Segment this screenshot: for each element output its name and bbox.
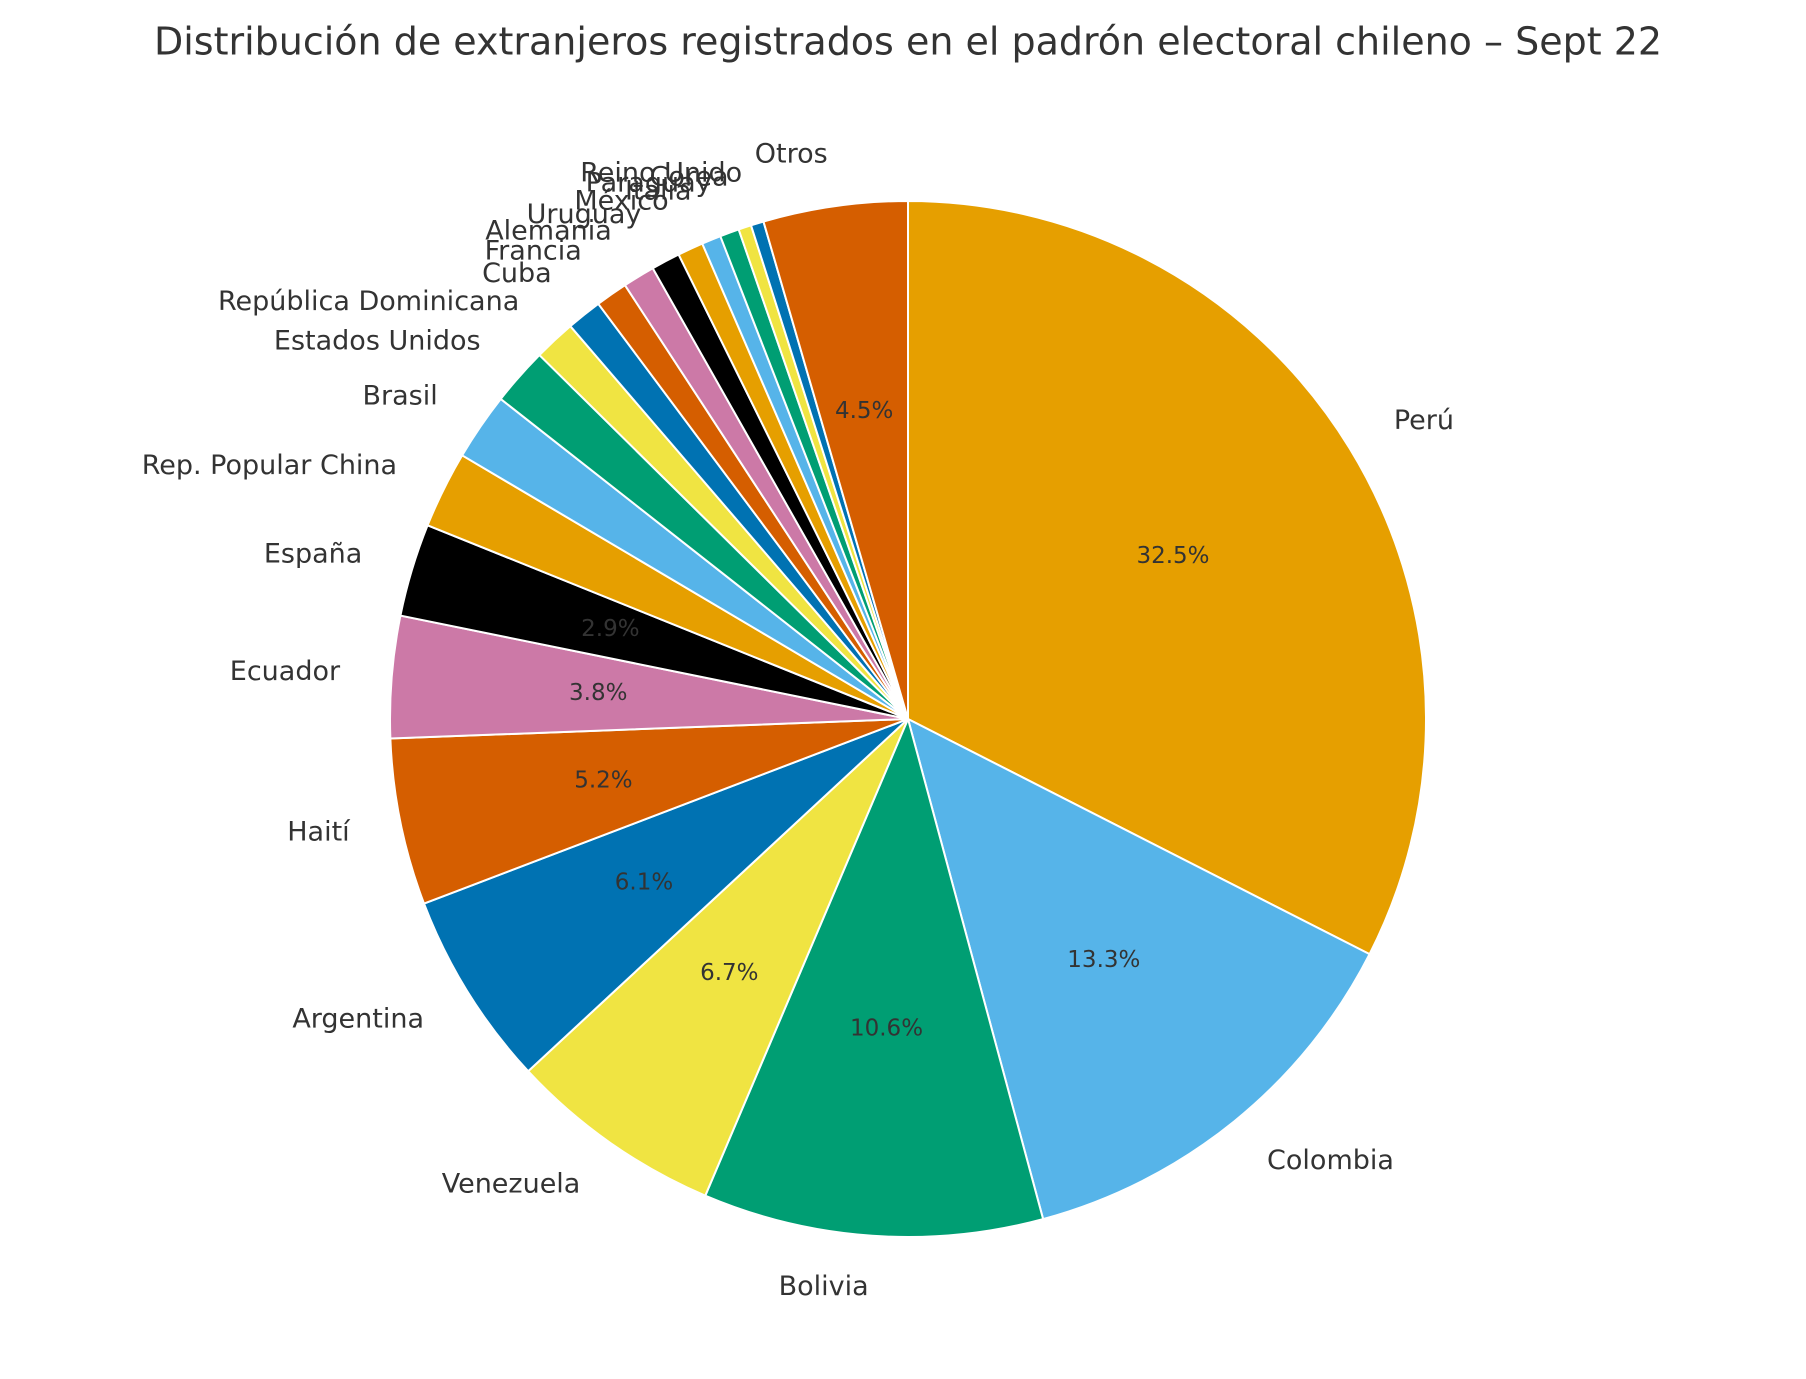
pie-slice bbox=[703, 715, 1045, 1238]
percent-label: 3.8% bbox=[569, 680, 627, 706]
slice-label: Otros bbox=[755, 138, 828, 169]
pie-slice bbox=[389, 718, 909, 905]
percent-label: 2.9% bbox=[581, 616, 639, 642]
slice-label: Venezuela bbox=[442, 1169, 581, 1200]
percent-label: 10.6% bbox=[850, 1016, 923, 1042]
percent-label: 4.5% bbox=[835, 398, 893, 424]
slice-label: República Dominicana bbox=[218, 286, 519, 317]
slice-label: Estados Unidos bbox=[274, 326, 481, 357]
slice-label: Argentina bbox=[292, 1003, 424, 1034]
slice-label: Brasil bbox=[362, 381, 437, 412]
slice-label: España bbox=[264, 538, 362, 569]
percent-label: 6.7% bbox=[700, 960, 758, 986]
slice-label: Colombia bbox=[1267, 1145, 1394, 1176]
percent-label: 6.1% bbox=[615, 870, 673, 896]
slice-label: Alemania bbox=[485, 216, 612, 247]
pie-slice bbox=[422, 718, 909, 1073]
percent-label: 5.2% bbox=[574, 768, 632, 794]
slice-label: Ecuador bbox=[230, 656, 341, 687]
slice-label: Uruguay bbox=[527, 199, 642, 230]
slice-label: Perú bbox=[1394, 405, 1454, 436]
pie-slice bbox=[907, 199, 1427, 956]
slice-label: Reino Unido bbox=[580, 157, 742, 188]
percent-label: 32.5% bbox=[1136, 543, 1209, 569]
slice-label: Francia bbox=[485, 235, 582, 266]
slice-label: Haití bbox=[287, 816, 351, 847]
slice-label: Bolivia bbox=[779, 1271, 869, 1302]
pie-slice bbox=[906, 717, 1371, 1221]
slice-label: Paraguay bbox=[586, 168, 712, 199]
percent-label: 13.3% bbox=[1067, 947, 1140, 973]
slice-label: Italia bbox=[625, 175, 692, 206]
chart-title: Distribución de extranjeros registrados … bbox=[154, 20, 1662, 64]
pie-slice bbox=[762, 199, 909, 720]
slice-label: México bbox=[574, 185, 668, 216]
slice-label: Rep. Popular China bbox=[142, 450, 397, 481]
slice-label: Cuba bbox=[482, 258, 552, 289]
slice-label: Corea bbox=[649, 162, 728, 193]
pie-slice bbox=[526, 718, 909, 1197]
